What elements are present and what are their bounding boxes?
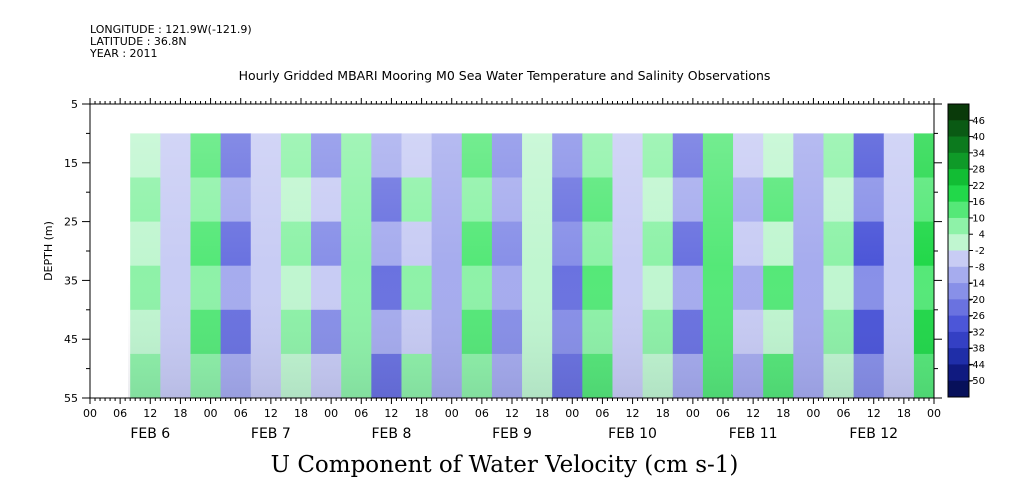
x-hour-label: 06 <box>113 407 127 420</box>
colorbar-label: -32 <box>969 327 985 338</box>
y-tick-label: 35 <box>64 274 78 287</box>
y-axis-title: DEPTH (m) <box>42 221 55 281</box>
y-tick-label: 15 <box>64 157 78 170</box>
latitude-label: LATITUDE : 36.8N <box>90 35 187 48</box>
colorbar-label: 34 <box>972 148 985 159</box>
colorbar-swatch <box>948 120 969 137</box>
colorbar-swatch <box>948 315 969 333</box>
colorbar-swatch <box>948 331 969 349</box>
y-tick-label: 25 <box>64 216 78 229</box>
colorbar-label: 10 <box>972 213 985 224</box>
colorbar-label: -38 <box>969 344 985 355</box>
colorbar-label: 4 <box>979 230 985 241</box>
y-tick-label: 55 <box>64 392 78 405</box>
x-hour-label: 18 <box>415 407 429 420</box>
colorbar-label: 46 <box>972 116 985 127</box>
x-hour-label: 00 <box>324 407 338 420</box>
x-hour-label: 00 <box>686 407 700 420</box>
x-hour-label: 06 <box>595 407 609 420</box>
colorbar-label: -50 <box>969 376 985 387</box>
colorbar-swatch <box>948 266 969 284</box>
x-hour-label: 18 <box>897 407 911 420</box>
x-axis-title: U Component of Water Velocity (cm s-1) <box>270 452 739 478</box>
x-hour-label: 00 <box>927 407 941 420</box>
colorbar-swatch <box>948 169 969 186</box>
colorbar-swatch <box>948 364 969 382</box>
colorbar-label: -26 <box>969 311 985 322</box>
x-hour-label: 12 <box>384 407 398 420</box>
colorbar-swatch <box>948 185 969 203</box>
x-hour-label: 00 <box>83 407 97 420</box>
colorbar-swatch <box>948 136 969 154</box>
x-hour-label: 00 <box>204 407 218 420</box>
x-hour-label: 00 <box>445 407 459 420</box>
x-day-label: FEB 11 <box>729 426 778 442</box>
colorbar-swatch <box>948 348 969 365</box>
x-hour-label: 00 <box>565 407 579 420</box>
x-day-label: FEB 7 <box>251 426 291 442</box>
colorbar-label: -20 <box>969 295 985 306</box>
y-axis: 5 15 25 35 45 55 <box>64 98 942 405</box>
x-hour-label: 12 <box>505 407 519 420</box>
x-hour-label: 00 <box>806 407 820 420</box>
x-hour-label: 18 <box>776 407 790 420</box>
x-hour-label: 12 <box>746 407 760 420</box>
colorbar-label: 16 <box>972 197 985 208</box>
x-hour-label: 06 <box>837 407 851 420</box>
x-hour-label: 18 <box>173 407 187 420</box>
x-hour-label: 06 <box>716 407 730 420</box>
x-day-label: FEB 6 <box>130 426 170 442</box>
x-hour-label: 06 <box>475 407 489 420</box>
colorbar-swatch <box>948 234 969 251</box>
x-day-label: FEB 9 <box>492 426 532 442</box>
colorbar-swatch <box>948 152 969 170</box>
y-tick-label: 5 <box>71 98 78 111</box>
x-hour-label: 18 <box>656 407 670 420</box>
depth-shading <box>128 133 934 398</box>
x-day-label: FEB 12 <box>849 426 898 442</box>
x-hour-label: 12 <box>867 407 881 420</box>
x-hour-label: 12 <box>143 407 157 420</box>
colorbar-swatch <box>948 104 969 121</box>
colorbar-swatch <box>948 201 969 219</box>
x-axis: 00 06 12 18 00 06 12 18 00 06 12 18 00 06 12 18 00 06 12 18… <box>83 98 941 442</box>
longitude-label: LONGITUDE : 121.9W(-121.9) <box>90 23 252 36</box>
colorbar-label: -44 <box>969 360 985 371</box>
x-day-label: FEB 8 <box>371 426 411 442</box>
colorbar-label: -2 <box>975 246 985 257</box>
x-hour-label: 06 <box>234 407 248 420</box>
x-hour-label: 12 <box>626 407 640 420</box>
colorbar-swatch <box>948 299 969 317</box>
year-label: YEAR : 2011 <box>90 47 158 60</box>
colorbar-swatch <box>948 217 969 235</box>
colorbar-label: -14 <box>969 279 985 290</box>
colorbar-swatch <box>948 250 969 268</box>
colorbar-label: -8 <box>975 262 985 273</box>
colorbar: 46 40 34 28 22 16 10 4 -2 -8 -14 -20 -26 -32 -38 -44 -50 <box>947 103 985 398</box>
x-day-label: FEB 10 <box>608 426 657 442</box>
colorbar-label: 22 <box>972 181 985 192</box>
colorbar-swatch <box>948 283 969 300</box>
colorbar-label: 28 <box>972 165 985 176</box>
x-hour-label: 18 <box>535 407 549 420</box>
x-hour-label: 06 <box>354 407 368 420</box>
y-tick-label: 45 <box>64 333 78 346</box>
x-hour-label: 12 <box>264 407 278 420</box>
x-hour-label: 18 <box>294 407 308 420</box>
colorbar-label: 40 <box>972 132 985 143</box>
chart-title: Hourly Gridded MBARI Mooring M0 Sea Wate… <box>238 68 771 83</box>
colorbar-swatch <box>948 380 969 398</box>
